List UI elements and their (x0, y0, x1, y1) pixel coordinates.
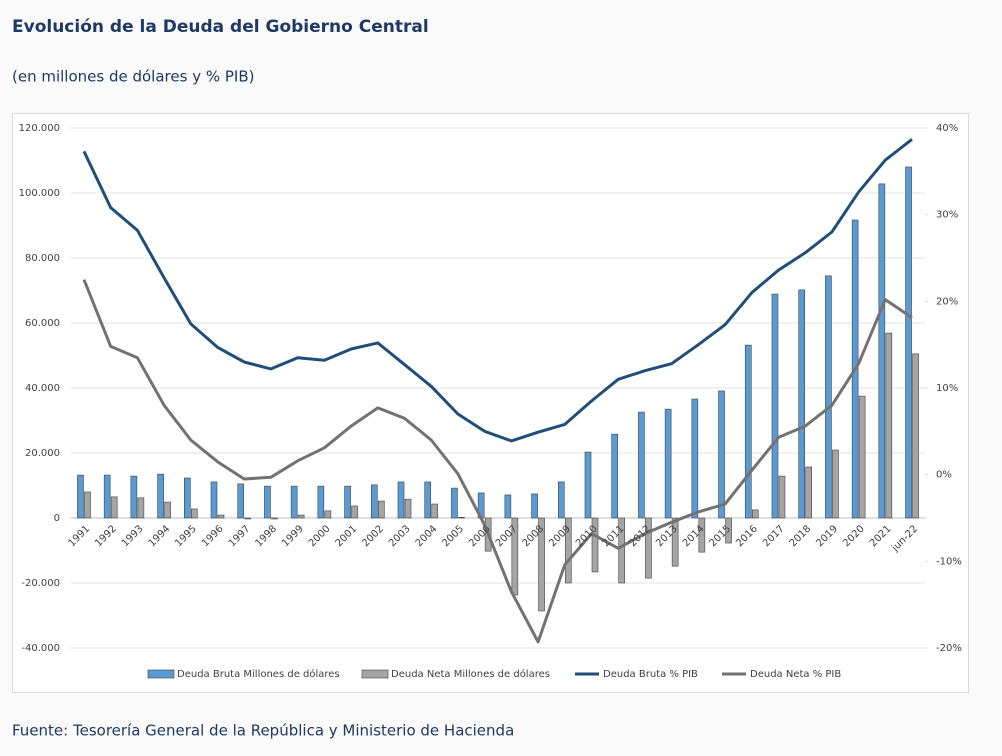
bar (271, 517, 278, 520)
bar (297, 514, 305, 519)
bar (591, 517, 599, 573)
y-tick-label: 60.000 (25, 318, 60, 329)
bar (557, 481, 565, 519)
y2-tick-label: 40% (936, 123, 958, 134)
legend-swatch (147, 669, 175, 679)
chart-frame (12, 113, 969, 693)
legend-swatch (361, 669, 389, 679)
y-tick-label: 20.000 (25, 448, 60, 459)
y2-tick-label: -20% (936, 643, 962, 654)
y2-tick-label: -10% (936, 556, 962, 567)
bar (638, 411, 645, 519)
bar (912, 353, 919, 519)
bar (191, 508, 198, 519)
bar (531, 493, 538, 519)
bar (718, 390, 725, 519)
bar (664, 408, 672, 519)
line-series (82, 279, 913, 644)
bar (771, 293, 779, 519)
line-series (82, 138, 913, 443)
bar (458, 517, 465, 519)
bar (832, 449, 839, 519)
bar (424, 481, 432, 519)
y-tick-label: 0 (54, 513, 60, 524)
bar (725, 517, 732, 544)
bar (778, 475, 786, 519)
y2-tick-label: 20% (936, 296, 958, 307)
bar (137, 497, 145, 519)
bar (404, 498, 412, 519)
bar (130, 475, 138, 519)
bar (744, 344, 752, 519)
bar (290, 485, 298, 519)
bar (264, 485, 271, 519)
bar (77, 474, 84, 519)
bar (564, 517, 572, 584)
bar (611, 433, 619, 519)
y-tick-label: 40.000 (25, 383, 60, 394)
bar (538, 517, 545, 612)
source-note: Fuente: Tesorería General de la Repúblic… (12, 722, 514, 740)
y2-tick-label: 0% (936, 470, 952, 481)
y-tick-label: 100.000 (19, 188, 60, 199)
chart-title: Evolución de la Deuda del Gobierno Centr… (12, 17, 429, 37)
bar (351, 505, 358, 519)
bar (157, 473, 164, 519)
legend-label: Deuda Bruta Millones de dólares (177, 668, 340, 680)
bar (317, 485, 325, 519)
y-tick-label: -20.000 (21, 578, 60, 589)
bar (237, 483, 245, 519)
bar (905, 166, 912, 519)
y2-tick-label: 30% (936, 210, 958, 221)
bar (805, 466, 812, 519)
bar (110, 496, 118, 519)
bar (885, 332, 893, 519)
bar (691, 398, 699, 519)
bar (825, 275, 832, 519)
bar (377, 500, 385, 519)
bar (370, 484, 378, 519)
y2-tick-label: 10% (936, 383, 958, 394)
bar (431, 503, 439, 519)
bar (858, 395, 866, 519)
bar (504, 494, 512, 519)
y-tick-label: 120.000 (19, 123, 60, 134)
bar (698, 517, 706, 553)
chart-subtitle: (en millones de dólares y % PIB) (12, 68, 254, 86)
bar (217, 514, 225, 519)
bar (103, 474, 111, 519)
bar (344, 485, 351, 519)
bar (244, 517, 252, 520)
bar (210, 481, 218, 519)
legend-label: Deuda Bruta % PIB (603, 669, 698, 680)
y-tick-label: 80.000 (25, 253, 60, 264)
bar (164, 501, 171, 519)
legend-label: Deuda Neta Millones de dólares (391, 668, 550, 680)
bar (184, 477, 191, 519)
bar (451, 487, 458, 519)
y-tick-label: -40.000 (21, 643, 60, 654)
bar (798, 289, 805, 519)
bar (878, 183, 886, 519)
bar (671, 517, 679, 567)
bar (84, 491, 91, 519)
bar (324, 510, 332, 519)
bar (645, 517, 652, 579)
bar (618, 517, 626, 584)
bar (751, 509, 759, 519)
bar (584, 451, 592, 519)
bar (397, 481, 405, 519)
legend-label: Deuda Neta % PIB (750, 669, 841, 680)
